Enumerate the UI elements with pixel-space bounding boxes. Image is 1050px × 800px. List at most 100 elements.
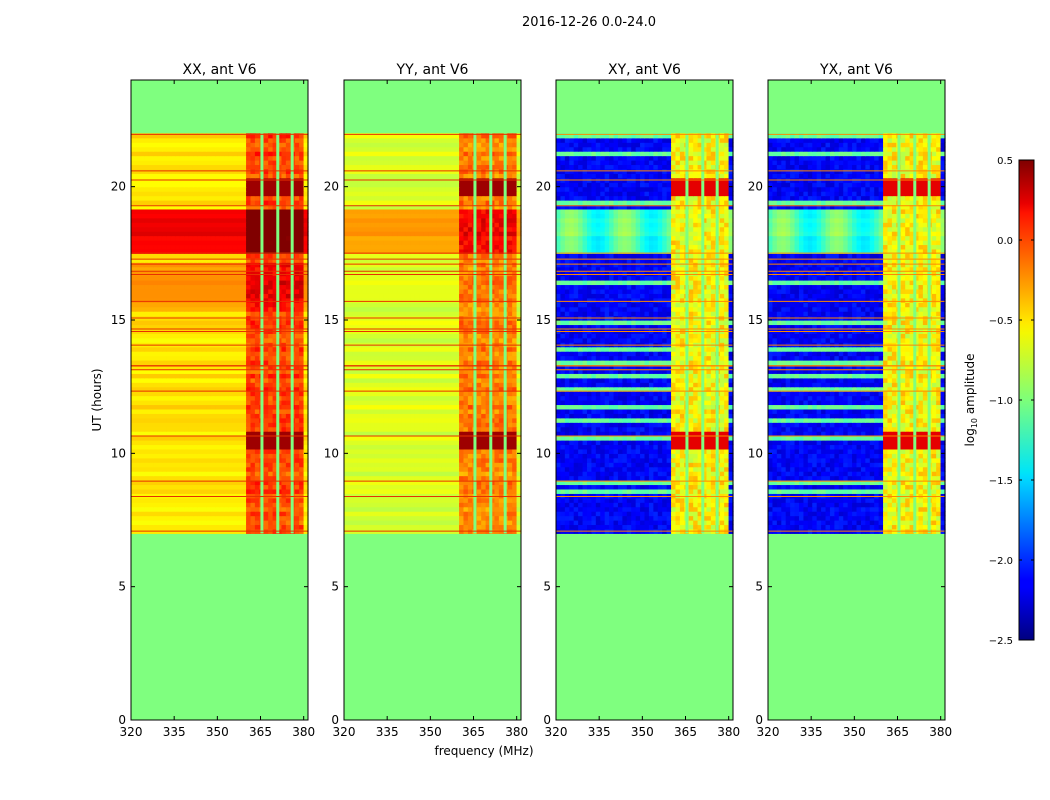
heatmap-cell bbox=[206, 333, 212, 339]
heatmap-cell bbox=[281, 280, 287, 286]
heatmap-cell bbox=[241, 173, 247, 179]
heatmap-cell bbox=[215, 226, 221, 232]
heatmap-cell bbox=[241, 306, 247, 312]
heatmap-cell bbox=[392, 444, 398, 450]
heatmap-cell bbox=[215, 186, 221, 192]
heatmap-cell bbox=[223, 133, 229, 139]
heatmap-cell bbox=[131, 453, 137, 459]
heatmap-cell bbox=[144, 364, 150, 370]
heatmap-cell bbox=[184, 204, 190, 210]
heatmap-cell bbox=[246, 151, 252, 157]
heatmap-cell bbox=[232, 244, 238, 250]
heatmap-cell bbox=[131, 151, 137, 157]
heatmap-cell bbox=[201, 404, 207, 410]
heatmap-cell bbox=[410, 488, 416, 494]
heatmap-cell bbox=[459, 520, 465, 526]
heatmap-cell bbox=[285, 275, 291, 281]
heatmap-cell bbox=[507, 502, 513, 508]
heatmap-cell bbox=[254, 426, 260, 432]
heatmap-cell bbox=[303, 200, 309, 206]
heatmap-cell bbox=[419, 480, 425, 486]
heatmap-cell bbox=[215, 413, 221, 419]
heatmap-cell bbox=[153, 475, 159, 481]
heatmap-cell bbox=[179, 275, 185, 281]
heatmap-cell bbox=[201, 391, 207, 397]
heatmap-cell bbox=[441, 488, 447, 494]
heatmap-cell bbox=[161, 382, 167, 388]
heatmap-cell bbox=[237, 368, 243, 374]
heatmap-cell bbox=[285, 280, 291, 286]
heatmap-cell bbox=[246, 293, 252, 299]
heatmap-cell bbox=[228, 511, 234, 517]
heatmap-cell bbox=[157, 355, 163, 361]
heatmap-cell bbox=[210, 413, 216, 419]
heatmap-cell bbox=[237, 231, 243, 237]
heatmap-cell bbox=[414, 462, 420, 468]
heatmap-cell bbox=[414, 391, 420, 397]
heatmap-cell bbox=[432, 462, 438, 468]
heatmap-cell bbox=[436, 431, 442, 437]
heatmap-cell bbox=[246, 333, 252, 339]
heatmap-cell bbox=[131, 191, 137, 197]
heatmap-cell bbox=[166, 373, 172, 379]
heatmap-cell bbox=[379, 488, 385, 494]
heatmap-cell bbox=[153, 280, 159, 286]
heatmap-cell bbox=[357, 444, 363, 450]
heatmap-cell bbox=[179, 400, 185, 406]
heatmap-cell bbox=[383, 457, 389, 463]
heatmap-cell bbox=[254, 288, 260, 294]
heatmap-cell bbox=[294, 186, 300, 192]
heatmap-cell bbox=[175, 133, 181, 139]
heatmap-cell bbox=[135, 404, 141, 410]
heatmap-cell bbox=[414, 480, 420, 486]
heatmap-cell bbox=[388, 404, 394, 410]
heatmap-cell bbox=[281, 297, 287, 303]
heatmap-cell bbox=[206, 444, 212, 450]
heatmap-cell bbox=[392, 475, 398, 481]
heatmap-cell bbox=[192, 453, 198, 459]
heatmap-cell bbox=[166, 160, 172, 166]
heatmap-cell bbox=[401, 444, 407, 450]
heatmap-cell bbox=[219, 253, 225, 259]
heatmap-cell bbox=[223, 191, 229, 197]
heatmap-cell bbox=[463, 391, 469, 397]
heatmap-cell bbox=[246, 235, 252, 241]
heatmap-cell bbox=[366, 457, 372, 463]
heatmap-cell bbox=[450, 515, 456, 521]
heatmap-cell bbox=[516, 484, 522, 490]
heatmap-cell bbox=[410, 400, 416, 406]
heatmap-cell bbox=[485, 422, 491, 428]
heatmap-cell bbox=[459, 435, 465, 441]
heatmap-cell bbox=[357, 413, 363, 419]
heatmap-cell bbox=[135, 133, 141, 139]
heatmap-cell bbox=[237, 204, 243, 210]
heatmap-cell bbox=[139, 257, 145, 263]
heatmap-cell bbox=[153, 186, 159, 192]
heatmap-cell bbox=[250, 155, 256, 161]
heatmap-cell bbox=[153, 231, 159, 237]
heatmap-cell bbox=[348, 440, 354, 446]
heatmap-cell bbox=[192, 266, 198, 272]
heatmap-cell bbox=[175, 217, 181, 223]
heatmap-cell bbox=[494, 497, 500, 503]
heatmap-cell bbox=[410, 440, 416, 446]
heatmap-cell bbox=[445, 506, 451, 512]
heatmap-cell bbox=[206, 204, 212, 210]
heatmap-cell bbox=[246, 413, 252, 419]
heatmap-cell bbox=[241, 346, 247, 352]
heatmap-cell bbox=[268, 364, 274, 370]
heatmap-cell bbox=[201, 515, 207, 521]
heatmap-cell bbox=[197, 488, 203, 494]
heatmap-cell bbox=[237, 306, 243, 312]
heatmap-cell bbox=[201, 440, 207, 446]
heatmap-cell bbox=[250, 248, 256, 254]
heatmap-cell bbox=[223, 217, 229, 223]
heatmap-cell bbox=[139, 222, 145, 228]
heatmap-cell bbox=[153, 151, 159, 157]
heatmap-cell bbox=[410, 484, 416, 490]
heatmap-cell bbox=[161, 524, 167, 530]
heatmap-cell bbox=[498, 471, 504, 477]
heatmap-cell bbox=[277, 293, 283, 299]
heatmap-cell bbox=[348, 426, 354, 432]
heatmap-cell bbox=[232, 497, 238, 503]
